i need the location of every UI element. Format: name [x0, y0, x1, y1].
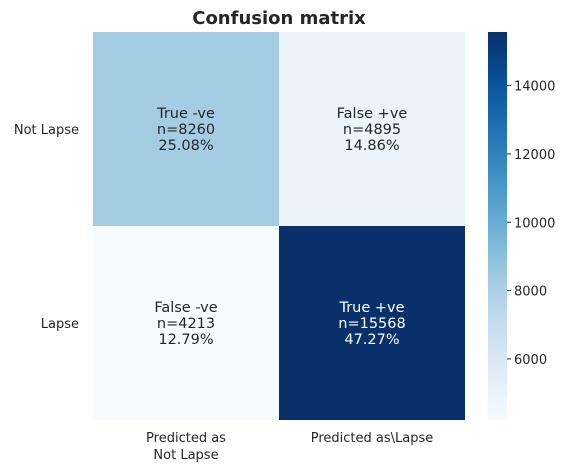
heatmap-cell-r0-c1 [279, 32, 465, 226]
cell-annotation-r1-c1-line0: True +ve [338, 300, 404, 316]
colorbar-gradient [488, 32, 507, 420]
cell-annotation-r0-c1-line1: n=4895 [343, 122, 401, 138]
colorbar-tick-label-0: 6000 [514, 353, 547, 368]
cell-annotation-r1-c1-line1: n=15568 [338, 316, 405, 332]
cell-annotation-r0-c0-line2: 25.08% [158, 138, 213, 154]
colorbar-ticks: 6000 8000 10000 12000 14000 [507, 80, 555, 368]
heatmap-cells [93, 32, 465, 420]
heatmap-cell-r1-c0 [93, 226, 279, 420]
heatmap-cell-r1-c1 [279, 226, 465, 420]
chart-title: Confusion matrix [192, 8, 366, 29]
cell-annotation-r1-c0-line2: 12.79% [158, 332, 213, 348]
colorbar-tick-label-3: 12000 [514, 148, 555, 163]
cell-annotation-r0-c1-line2: 14.86% [344, 138, 399, 154]
colorbar-tick-label-2: 10000 [514, 216, 555, 231]
column-label-0-line1: Not Lapse [153, 448, 218, 463]
cell-annotation-r0-c0-line0: True -ve [156, 106, 215, 122]
cell-annotation-r1-c0-line0: False -ve [154, 300, 217, 316]
colorbar-tick-label-1: 8000 [514, 285, 547, 300]
colorbar-tick-label-4: 14000 [514, 80, 555, 95]
column-label-1-line0: Predicted as\Lapse [311, 431, 434, 446]
row-tick-labels: Not Lapse Lapse [14, 123, 79, 332]
cell-annotation-r1-c0-line1: n=4213 [157, 316, 215, 332]
column-label-0-line0: Predicted as [146, 431, 226, 446]
cell-annotation-r1-c1-line2: 47.27% [344, 332, 399, 348]
colorbar: 6000 8000 10000 12000 14000 [488, 32, 555, 420]
heatmap-cell-r0-c0 [93, 32, 279, 226]
row-label-1: Lapse [41, 317, 79, 332]
cell-annotation-r0-c0-line1: n=8260 [157, 122, 215, 138]
row-label-0: Not Lapse [14, 123, 79, 138]
cell-annotation-r0-c1-line0: False +ve [337, 106, 408, 122]
column-tick-labels: Predicted as Not Lapse Predicted as\Lapse [146, 431, 433, 463]
